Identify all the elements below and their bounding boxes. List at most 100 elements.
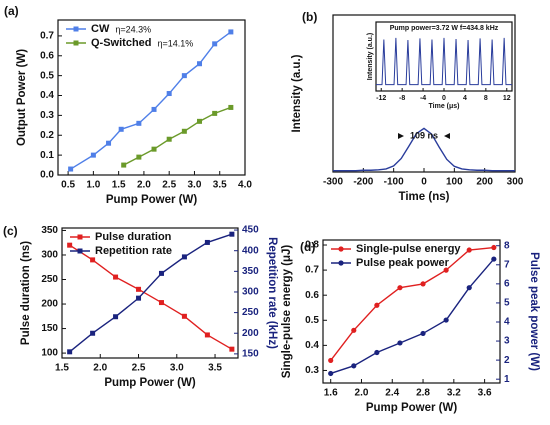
x-tick-label: 2.5 — [132, 363, 146, 374]
y2-tick-label: 7 — [504, 259, 510, 270]
marker — [420, 281, 426, 287]
y2-axis-label: Pulse peak power (W) — [528, 252, 540, 371]
x-tick-label: 0 — [421, 177, 427, 188]
marker — [181, 313, 187, 319]
y-tick-label: 350 — [41, 225, 58, 236]
y2-tick-label: 300 — [242, 287, 259, 298]
y-axis-label: Intensity (a.u.) — [291, 54, 303, 132]
marker — [197, 61, 203, 67]
y2-axis-label: Repetition rate (kHz) — [266, 237, 278, 349]
panel-label: (c) — [3, 224, 18, 238]
y-tick-label: 0.3 — [40, 110, 54, 121]
marker — [351, 363, 357, 369]
y2-tick-label: 5 — [504, 298, 510, 309]
x-tick-label: 2.0 — [137, 180, 151, 191]
x-tick-label: 200 — [476, 177, 493, 188]
plot-frame — [57, 19, 246, 176]
x-tick-label: 1.6 — [324, 388, 338, 399]
x-tick-label: -8 — [399, 95, 405, 102]
x-axis-label: Pump Power (W) — [104, 377, 196, 389]
marker — [466, 247, 472, 253]
y-tick-label: 0.1 — [40, 150, 54, 161]
x-tick-label: 3.6 — [478, 388, 492, 399]
y2-tick-label: 250 — [242, 307, 259, 318]
series-line — [330, 258, 495, 375]
y-tick-label: 0.4 — [40, 90, 54, 101]
x-tick-label: 3.5 — [208, 363, 222, 374]
x-tick-label: 3.5 — [213, 180, 227, 191]
plot-frame — [61, 227, 239, 359]
y2-tick-label: 8 — [504, 240, 510, 251]
x-tick-label: 4.0 — [238, 180, 252, 191]
legend-label: Q-Switched — [91, 37, 152, 49]
legend-label: Pulse duration — [95, 231, 172, 243]
x-tick-label: -100 — [384, 177, 404, 188]
marker — [466, 285, 472, 291]
y-axis-label: Output Power (W) — [16, 49, 28, 146]
series-line — [70, 31, 232, 170]
marker — [67, 242, 73, 248]
marker — [397, 285, 403, 291]
y-axis-label: Pulse duration (ns) — [20, 241, 32, 345]
marker — [90, 330, 96, 336]
marker — [136, 295, 142, 301]
marker — [113, 274, 119, 280]
x-tick-label: 3.0 — [188, 180, 202, 191]
y-tick-label: 0.2 — [40, 130, 54, 141]
x-tick-label: 0.5 — [61, 180, 75, 191]
marker — [68, 166, 74, 172]
y2-tick-label: 400 — [242, 245, 259, 256]
x-tick-label: -300 — [323, 177, 343, 188]
x-tick-label: 1.0 — [86, 180, 100, 191]
marker — [151, 106, 157, 112]
marker — [338, 260, 344, 266]
marker — [204, 239, 210, 245]
x-tick-label: -200 — [353, 177, 373, 188]
x-tick-label: 2.0 — [93, 363, 107, 374]
marker — [374, 349, 380, 356]
x-tick-label: 2.5 — [162, 180, 176, 191]
marker — [166, 136, 172, 142]
marker — [328, 370, 334, 377]
y2-tick-label: 200 — [242, 328, 259, 339]
legend-label: Repetition rate — [95, 245, 172, 257]
y-tick-label: 300 — [41, 250, 58, 261]
x-tick-label: -4 — [420, 95, 426, 102]
x-tick-label: 1.5 — [55, 363, 69, 374]
marker — [491, 244, 497, 251]
panel-label: (d) — [300, 240, 315, 254]
x-tick-label: 2.4 — [385, 388, 399, 399]
y-tick-label: 100 — [41, 348, 58, 359]
marker — [158, 300, 164, 306]
marker — [106, 140, 112, 146]
y-tick-label: 0.4 — [305, 340, 319, 351]
marker — [328, 357, 334, 364]
marker — [113, 314, 119, 320]
y-tick-label: 0.6 — [40, 50, 54, 61]
legend-label: CW — [91, 23, 110, 35]
x-tick-label: 0 — [442, 95, 446, 102]
x-tick-label: 3.0 — [170, 363, 184, 374]
marker — [351, 327, 357, 333]
y-tick-label: 0.3 — [305, 365, 319, 376]
y-tick-label: 0.7 — [305, 265, 319, 276]
x-tick-label: 2.0 — [355, 388, 369, 399]
marker — [228, 104, 234, 110]
x-tick-label: 300 — [507, 177, 524, 188]
x-axis-label: Pump Power (W) — [366, 402, 458, 414]
marker — [212, 41, 218, 47]
marker — [121, 162, 127, 168]
marker — [73, 26, 79, 32]
marker — [181, 254, 187, 260]
legend-note: η=24.3% — [115, 24, 151, 34]
panel-label: (a) — [4, 4, 19, 18]
legend-note: η=14.1% — [158, 38, 194, 48]
marker — [136, 120, 142, 126]
x-tick-label: 8 — [484, 95, 488, 102]
y2-tick-label: 1 — [504, 374, 510, 385]
marker — [158, 270, 164, 276]
x-axis-label: Pump Power (W) — [106, 194, 198, 206]
marker — [90, 152, 96, 158]
